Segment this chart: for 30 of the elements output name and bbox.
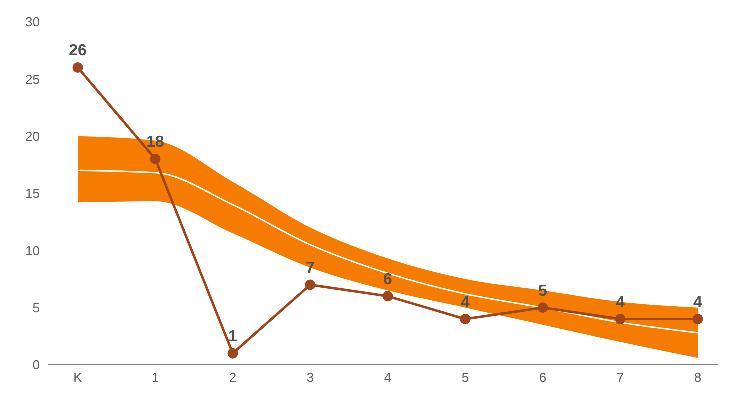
point [382,291,394,302]
point [692,314,704,325]
point [150,154,161,164]
y-tick-label: 25 [26,72,40,87]
y-tick-label: 0 [32,358,40,373]
point [615,314,626,325]
point [305,280,316,290]
data-label: 6 [384,271,393,288]
x-tick-label: 3 [306,370,314,386]
y-tick-label: 20 [26,128,40,144]
x-tick-label: 2 [229,370,237,386]
y-tick-label: 15 [26,186,40,202]
point [228,348,238,359]
data-label: 26 [69,42,87,60]
data-label: 1 [228,328,238,346]
y-tick-label: 5 [32,300,40,316]
point [72,62,84,73]
point [538,302,548,314]
data-label: 4 [694,294,703,312]
x-tick-label: 7 [616,370,624,386]
x-tick-label: 1 [152,370,160,386]
point [460,314,471,325]
x-tick-label: 4 [384,370,392,386]
x-tick-label: 5 [462,370,470,386]
x-tick-label: 8 [694,370,702,386]
y-tick-label: 30 [26,14,40,30]
x-tick-label: K [74,370,83,386]
y-tick-label: 10 [26,243,40,258]
data-label: 4 [461,294,470,312]
x-tick-label: 6 [539,370,547,386]
